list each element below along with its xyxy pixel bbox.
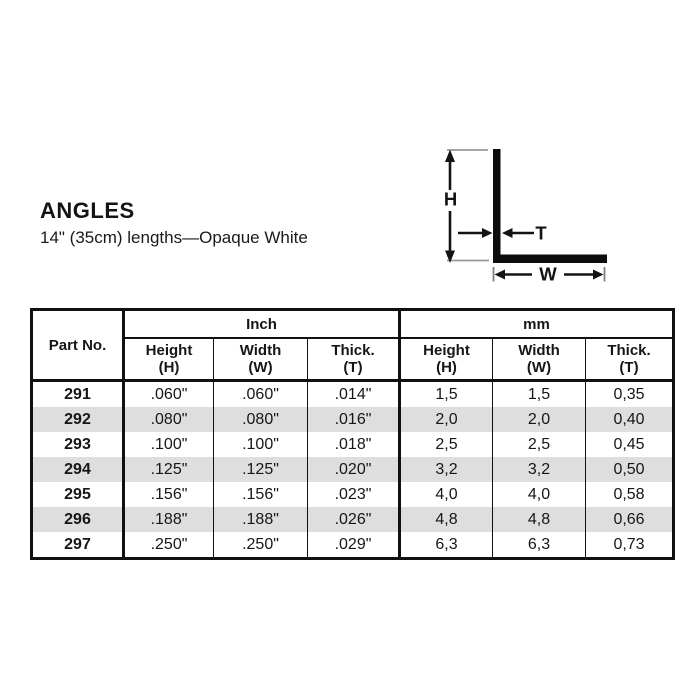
inch-height-cell: .250" [123, 532, 214, 559]
table-row: 297 .250" .250" .029" 6,3 6,3 0,73 [31, 532, 674, 559]
inch-thick-cell: .029" [307, 532, 401, 559]
heading-block: ANGLES 14" (35cm) lengths—Opaque White [40, 199, 308, 248]
mm-width-cell: 4,0 [492, 482, 586, 507]
mm-thick-cell: 0,45 [613, 435, 645, 453]
inch-width-cell: .125" [213, 457, 308, 482]
inch-height-cell: .060" [123, 380, 214, 407]
mm-group-header: mm [399, 309, 674, 339]
part-no-cell: 294 [31, 457, 125, 482]
angle-horizontal-leg [493, 254, 607, 263]
mm-thick-cell: 0,35 [613, 385, 645, 403]
part-no-cell: 292 [31, 407, 125, 432]
mm-height-cell: 4,0 [399, 482, 493, 507]
mm-height-cell: 6,3 [399, 532, 493, 559]
col-header-line1: Width [239, 342, 282, 359]
col-header-line2: (T) [619, 359, 639, 376]
inch-width-cell: .080" [213, 407, 308, 432]
mm-height-cell: 3,2 [399, 457, 493, 482]
part-no-cell: 296 [31, 507, 125, 532]
inch-thick-cell: .018" [307, 432, 401, 457]
inch-thick-cell: .014" [307, 380, 401, 407]
sub-header-row: Height (H) Width (W) Thick. (T) Height (H) W… [32, 338, 674, 382]
table-row: 294 .125" .125" .020" 3,2 3,2 0,50 [31, 457, 674, 482]
col-header-line2: (H) [436, 359, 457, 376]
col-header-line1: Height [423, 342, 470, 359]
mm-thick-cell: 0,50 [585, 457, 674, 482]
h-arrow-down-icon [445, 250, 455, 263]
col-header-line1: Height [145, 342, 193, 359]
part-no-header: Part No. [31, 309, 125, 382]
group-header-row: Part No. Inch mm [31, 309, 674, 382]
h-arrow-up-icon [445, 149, 455, 162]
inch-height-cell: .125" [123, 457, 214, 482]
table-row: 293 .100" .100" .018" 2,5 2,5 0,45 [31, 432, 674, 457]
table-row: 291 .060" .060" .014" 1,5 1,5 0,35 [31, 380, 674, 407]
part-no-cell: 291 [31, 380, 125, 407]
table-row: 292 .080" .080" .016" 2,0 2,0 0,40 [31, 407, 674, 432]
col-header-inch-width: Width (W) [213, 338, 308, 382]
dimension-label-w: W [539, 264, 557, 285]
page-subtitle: 14" (35cm) lengths—Opaque White [40, 228, 308, 247]
mm-thick-cell: 0,58 [613, 485, 645, 503]
angle-vertical-leg [493, 149, 501, 263]
mm-height-cell: 1,5 [399, 380, 493, 407]
w-arrow-left-icon [494, 269, 505, 280]
mm-thick-cell: 0,40 [585, 407, 674, 432]
angle-diagram: H T W [433, 140, 618, 295]
mm-width-cell: 2,0 [492, 407, 586, 432]
dimension-label-h: H [444, 189, 457, 210]
table-row: 296 .188" .188" .026" 4,8 4,8 0,66 [31, 507, 674, 532]
inch-height-cell: .188" [123, 507, 214, 532]
inch-width-cell: .156" [213, 482, 308, 507]
part-no-cell: 295 [31, 482, 125, 507]
col-header-mm-thick: Thick. (T) [585, 338, 674, 382]
inch-thick-cell: .023" [307, 482, 401, 507]
t-arrow-left-icon [502, 228, 513, 238]
mm-thick-cell: 0,73 [613, 535, 645, 553]
col-header-line1: Thick. [607, 342, 651, 359]
t-arrow-right-icon [482, 228, 493, 238]
mm-width-cell: 3,2 [492, 457, 586, 482]
col-header-line1: Width [518, 342, 560, 359]
inch-height-cell: .080" [123, 407, 214, 432]
col-header-inch-height: Height (H) [123, 338, 214, 382]
mm-thick-cell: 0,66 [585, 507, 674, 532]
part-no-cell: 293 [31, 432, 125, 457]
mm-width-cell: 4,8 [492, 507, 586, 532]
col-header-line2: (H) [158, 359, 180, 376]
inch-height-cell: .156" [123, 482, 214, 507]
col-header-line2: (W) [248, 359, 273, 376]
dimension-label-t: T [535, 223, 547, 244]
inch-width-cell: .250" [213, 532, 308, 559]
inch-width-cell: .100" [213, 432, 308, 457]
inch-thick-cell: .026" [307, 507, 401, 532]
w-arrow-right-icon [593, 269, 604, 280]
col-header-mm-width: Width (W) [492, 338, 586, 382]
col-header-mm-height: Height (H) [399, 338, 493, 382]
col-header-line2: (T) [343, 359, 363, 376]
mm-width-cell: 1,5 [492, 380, 586, 407]
table-row: 295 .156" .156" .023" 4,0 4,0 0,58 [31, 482, 674, 507]
col-header-inch-thick: Thick. (T) [307, 338, 401, 382]
spec-table: Part No. Inch mm Height (H) Width (W) Thic… [30, 308, 676, 560]
inch-group-header: Inch [123, 309, 401, 339]
inch-width-cell: .188" [213, 507, 308, 532]
inch-height-cell: .100" [123, 432, 214, 457]
inch-width-cell: .060" [213, 380, 308, 407]
mm-height-cell: 4,8 [399, 507, 493, 532]
col-header-line1: Thick. [331, 342, 375, 359]
inch-thick-cell: .020" [307, 457, 401, 482]
mm-width-cell: 6,3 [492, 532, 586, 559]
part-no-cell: 297 [31, 532, 125, 559]
mm-height-cell: 2,5 [399, 432, 493, 457]
inch-thick-cell: .016" [307, 407, 401, 432]
mm-height-cell: 2,0 [399, 407, 493, 432]
col-header-line2: (W) [526, 359, 552, 376]
page-title: ANGLES [40, 198, 135, 223]
angle-diagram-svg: H T W [444, 149, 607, 285]
mm-width-cell: 2,5 [492, 432, 586, 457]
